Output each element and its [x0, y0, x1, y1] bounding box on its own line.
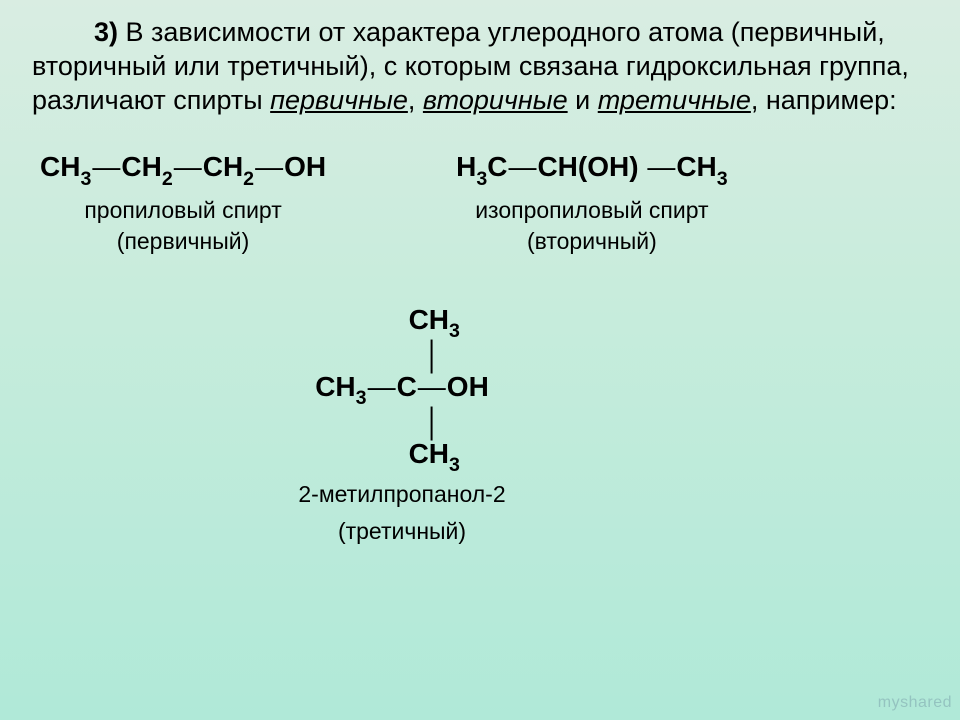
- word-secondary: вторичные: [423, 85, 568, 115]
- examples-row: CH3—CH2—CH2—OH пропиловый спирт (первичн…: [32, 151, 928, 255]
- example-primary: CH3—CH2—CH2—OH пропиловый спирт (первичн…: [40, 151, 326, 255]
- intro-text-2: , например:: [751, 85, 897, 115]
- example-secondary: H3C—CH(OH) —CH3 изопропиловый спирт (вто…: [456, 151, 728, 255]
- sep1: ,: [408, 85, 423, 115]
- example-tertiary: CH3 │ CH3—C—OH │ CH3 2-метилпропанол-2 (…: [162, 305, 642, 545]
- type-tertiary: (третичный): [162, 518, 642, 545]
- type-primary: (первичный): [40, 228, 326, 255]
- item-number: 3): [94, 17, 118, 47]
- name-secondary: изопропиловый спирт: [456, 197, 728, 224]
- formula-line-5: CH3: [315, 439, 489, 475]
- watermark: myshared: [878, 694, 952, 712]
- formula-secondary: H3C—CH(OH) —CH3: [456, 151, 728, 189]
- type-secondary: (вторичный): [456, 228, 728, 255]
- formula-line-2: │: [315, 341, 489, 372]
- name-primary: пропиловый спирт: [40, 197, 326, 224]
- word-primary: первичные: [270, 85, 408, 115]
- formula-tertiary: CH3 │ CH3—C—OH │ CH3: [315, 305, 489, 475]
- word-tertiary: третичные: [598, 85, 751, 115]
- formula-line-1: CH3: [315, 305, 489, 341]
- name-tertiary: 2-метилпропанол-2: [162, 481, 642, 508]
- formula-primary: CH3—CH2—CH2—OH: [40, 151, 326, 189]
- formula-line-3: CH3—C—OH: [315, 372, 489, 408]
- formula-line-4: │: [315, 408, 489, 439]
- slide-content: 3) В зависимости от характера углеродног…: [0, 0, 960, 561]
- sep2: и: [568, 85, 598, 115]
- intro-paragraph: 3) В зависимости от характера углеродног…: [32, 16, 928, 117]
